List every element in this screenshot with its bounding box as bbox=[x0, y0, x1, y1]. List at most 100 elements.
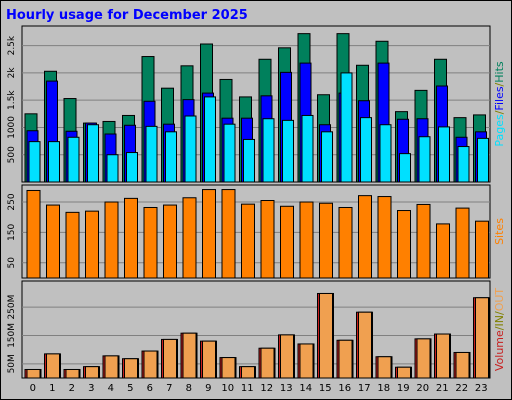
panel-background-volume bbox=[21, 280, 491, 379]
out-bar bbox=[85, 366, 99, 379]
sites-bar bbox=[338, 206, 353, 279]
x-tick-label: 15 bbox=[319, 383, 332, 394]
sites-bar bbox=[65, 211, 80, 279]
legend-item: Pages bbox=[493, 114, 506, 147]
pages-bar bbox=[165, 131, 177, 183]
pages-bar bbox=[126, 152, 138, 183]
pages-bar bbox=[399, 153, 411, 183]
y-tick-label: 150M bbox=[7, 323, 17, 348]
out-bar bbox=[299, 343, 314, 379]
x-tick-label: 9 bbox=[205, 383, 211, 394]
y-tick-label: 250 bbox=[7, 193, 17, 210]
y-tick-label: 150 bbox=[7, 224, 17, 241]
out-bar bbox=[358, 311, 372, 379]
pages-bar bbox=[204, 96, 216, 183]
pages-bar bbox=[106, 154, 119, 183]
out-bar bbox=[397, 366, 411, 379]
x-tick-label: 5 bbox=[127, 383, 133, 394]
sites-bar bbox=[182, 197, 197, 279]
sites-bar bbox=[104, 201, 119, 279]
out-bar bbox=[416, 338, 431, 379]
panel-background-hits bbox=[21, 25, 491, 183]
y-tick-label: 50M bbox=[7, 354, 17, 373]
out-bar bbox=[221, 357, 236, 379]
out-bar bbox=[280, 334, 294, 379]
out-bar bbox=[436, 333, 450, 379]
pages-bar bbox=[321, 131, 333, 183]
out-bar bbox=[319, 292, 333, 379]
pages-bar bbox=[262, 118, 275, 183]
chart-panels: 500 1000 1.5k 2k 2.5k 50 150 250 50M 150M 250M bbox=[7, 25, 491, 379]
out-bar bbox=[455, 351, 470, 379]
legend-item: Volume bbox=[493, 330, 506, 371]
legend-hits: Pages/Files/Hits bbox=[493, 61, 506, 147]
pages-bar bbox=[360, 117, 372, 183]
sites-bar bbox=[280, 205, 294, 279]
legend-item: Hits bbox=[493, 61, 506, 83]
sites-bar bbox=[397, 210, 411, 279]
x-tick-label: 18 bbox=[377, 383, 390, 394]
sites-bar bbox=[416, 203, 431, 279]
pages-bar bbox=[184, 115, 197, 183]
pages-bar bbox=[28, 141, 41, 183]
sites-bar bbox=[241, 203, 255, 279]
pages-bar bbox=[379, 124, 392, 183]
legend-item: IN bbox=[493, 315, 506, 326]
sites-bar bbox=[46, 204, 60, 279]
legend-item: Files bbox=[493, 86, 506, 110]
y-tick-label: 50 bbox=[7, 257, 17, 269]
sites-bar bbox=[299, 201, 314, 279]
legend-volume: Volume/IN/OUT bbox=[493, 288, 506, 372]
pages-bar bbox=[438, 126, 450, 183]
out-bar bbox=[143, 350, 158, 379]
x-tick-label: 16 bbox=[338, 383, 351, 394]
sites-bar bbox=[221, 189, 236, 279]
legend-separator: / bbox=[493, 311, 506, 315]
x-tick-label: 19 bbox=[397, 383, 410, 394]
out-bar bbox=[475, 297, 489, 379]
pages-bar bbox=[145, 125, 158, 183]
pages-bar bbox=[477, 137, 489, 183]
y-tick-label: 250M bbox=[7, 295, 17, 320]
pages-bar bbox=[418, 136, 431, 183]
x-tick-label: 4 bbox=[108, 383, 114, 394]
x-tick-label: 10 bbox=[221, 383, 234, 394]
x-tick-label: 2 bbox=[69, 383, 75, 394]
x-tick-label: 0 bbox=[30, 383, 36, 394]
out-bar bbox=[202, 340, 216, 379]
x-tick-label: 23 bbox=[475, 383, 488, 394]
chart-title: Hourly usage for December 2025 bbox=[6, 8, 248, 23]
legend-item: OUT bbox=[493, 288, 506, 312]
pages-bar bbox=[87, 124, 99, 183]
pages-bar bbox=[340, 72, 353, 183]
out-bar bbox=[46, 353, 60, 379]
pages-bar bbox=[67, 136, 80, 183]
pages-bar bbox=[223, 123, 236, 183]
sites-bar bbox=[124, 197, 138, 279]
x-tick-label: 11 bbox=[241, 383, 254, 394]
x-tick-label: 12 bbox=[260, 383, 273, 394]
x-tick-label: 7 bbox=[166, 383, 172, 394]
sites-bar bbox=[319, 202, 333, 279]
sites-bar bbox=[377, 196, 392, 279]
legend-sites: Sites bbox=[493, 218, 506, 245]
out-bar bbox=[182, 332, 197, 379]
sites-bar bbox=[436, 223, 450, 279]
legend-item: Sites bbox=[493, 218, 506, 245]
x-tick-label: 1 bbox=[49, 383, 55, 394]
y-tick-label: 500 bbox=[7, 146, 17, 163]
pages-bar bbox=[457, 146, 470, 183]
out-bar bbox=[377, 356, 392, 379]
x-axis-labels: 0 1 2 3 4 5 6 7 8 9 10 11 12 13 14 15 16 17 18 19 20 21 22 23 bbox=[30, 383, 488, 394]
x-tick-label: 17 bbox=[358, 383, 371, 394]
x-tick-label: 21 bbox=[436, 383, 449, 394]
pages-bar bbox=[301, 114, 314, 183]
x-tick-label: 14 bbox=[299, 383, 312, 394]
pages-bar bbox=[243, 138, 255, 183]
out-bar bbox=[26, 368, 41, 379]
pages-bar bbox=[48, 141, 60, 183]
sites-bar bbox=[455, 207, 470, 279]
legend-separator: / bbox=[493, 326, 506, 330]
y-tick-label: 2.5k bbox=[7, 35, 17, 55]
